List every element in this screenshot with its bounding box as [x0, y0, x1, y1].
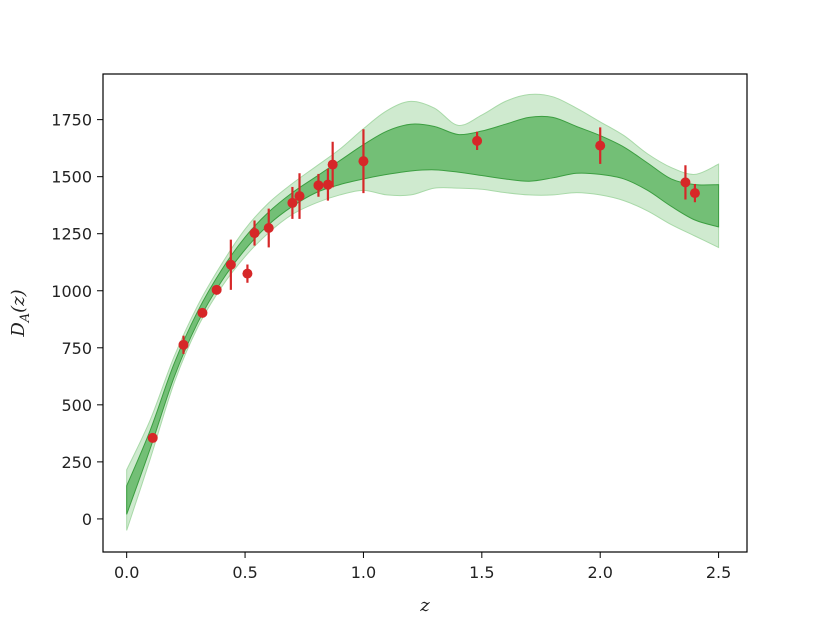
- data-point: [197, 307, 208, 318]
- data-point: [147, 432, 158, 443]
- y-axis-label: DA(z): [8, 289, 33, 337]
- data-point: [680, 177, 691, 188]
- data-point: [249, 228, 260, 239]
- data-point: [178, 339, 189, 350]
- y-axis: 0 250 500 750 1000 1250 1500 1750: [51, 111, 103, 529]
- y-tick-label: 0: [82, 510, 92, 529]
- data-point: [211, 284, 222, 295]
- x-tick-label: 2.5: [706, 563, 731, 582]
- x-tick-label: 0.5: [232, 563, 257, 582]
- confidence-bands: [126, 93, 720, 531]
- y-tick-label: 1250: [51, 225, 92, 244]
- y-tick-label: 250: [61, 453, 92, 472]
- band-1sigma: [126, 115, 720, 515]
- data-points: [147, 135, 700, 443]
- data-point: [595, 140, 606, 151]
- y-tick-label: 1500: [51, 168, 92, 187]
- x-axis-label: z: [419, 595, 430, 616]
- band-2sigma: [126, 93, 720, 531]
- y-tick-label: 500: [61, 396, 92, 415]
- data-point: [294, 191, 305, 202]
- x-tick-label: 0.0: [114, 563, 139, 582]
- x-tick-label: 1.5: [469, 563, 494, 582]
- y-axis-label-sub: A: [18, 313, 33, 323]
- x-axis: 0.0 0.5 1.0 1.5 2.0 2.5: [114, 552, 731, 582]
- x-tick-label: 1.0: [351, 563, 376, 582]
- data-point: [287, 197, 298, 208]
- y-tick-label: 1000: [51, 282, 92, 301]
- y-tick-label: 750: [61, 339, 92, 358]
- y-tick-label: 1750: [51, 111, 92, 130]
- data-point: [472, 135, 483, 146]
- data-point: [689, 188, 700, 199]
- y-axis-label-arg: (z): [8, 289, 29, 313]
- plot-frame: [102, 73, 748, 553]
- y-axis-label-main: D: [8, 322, 29, 338]
- data-point: [313, 180, 324, 191]
- data-point: [327, 159, 338, 170]
- data-point: [358, 156, 369, 167]
- data-point: [242, 268, 253, 279]
- data-point: [225, 259, 236, 270]
- data-point: [263, 223, 274, 234]
- data-point: [322, 179, 333, 190]
- x-tick-label: 2.0: [587, 563, 612, 582]
